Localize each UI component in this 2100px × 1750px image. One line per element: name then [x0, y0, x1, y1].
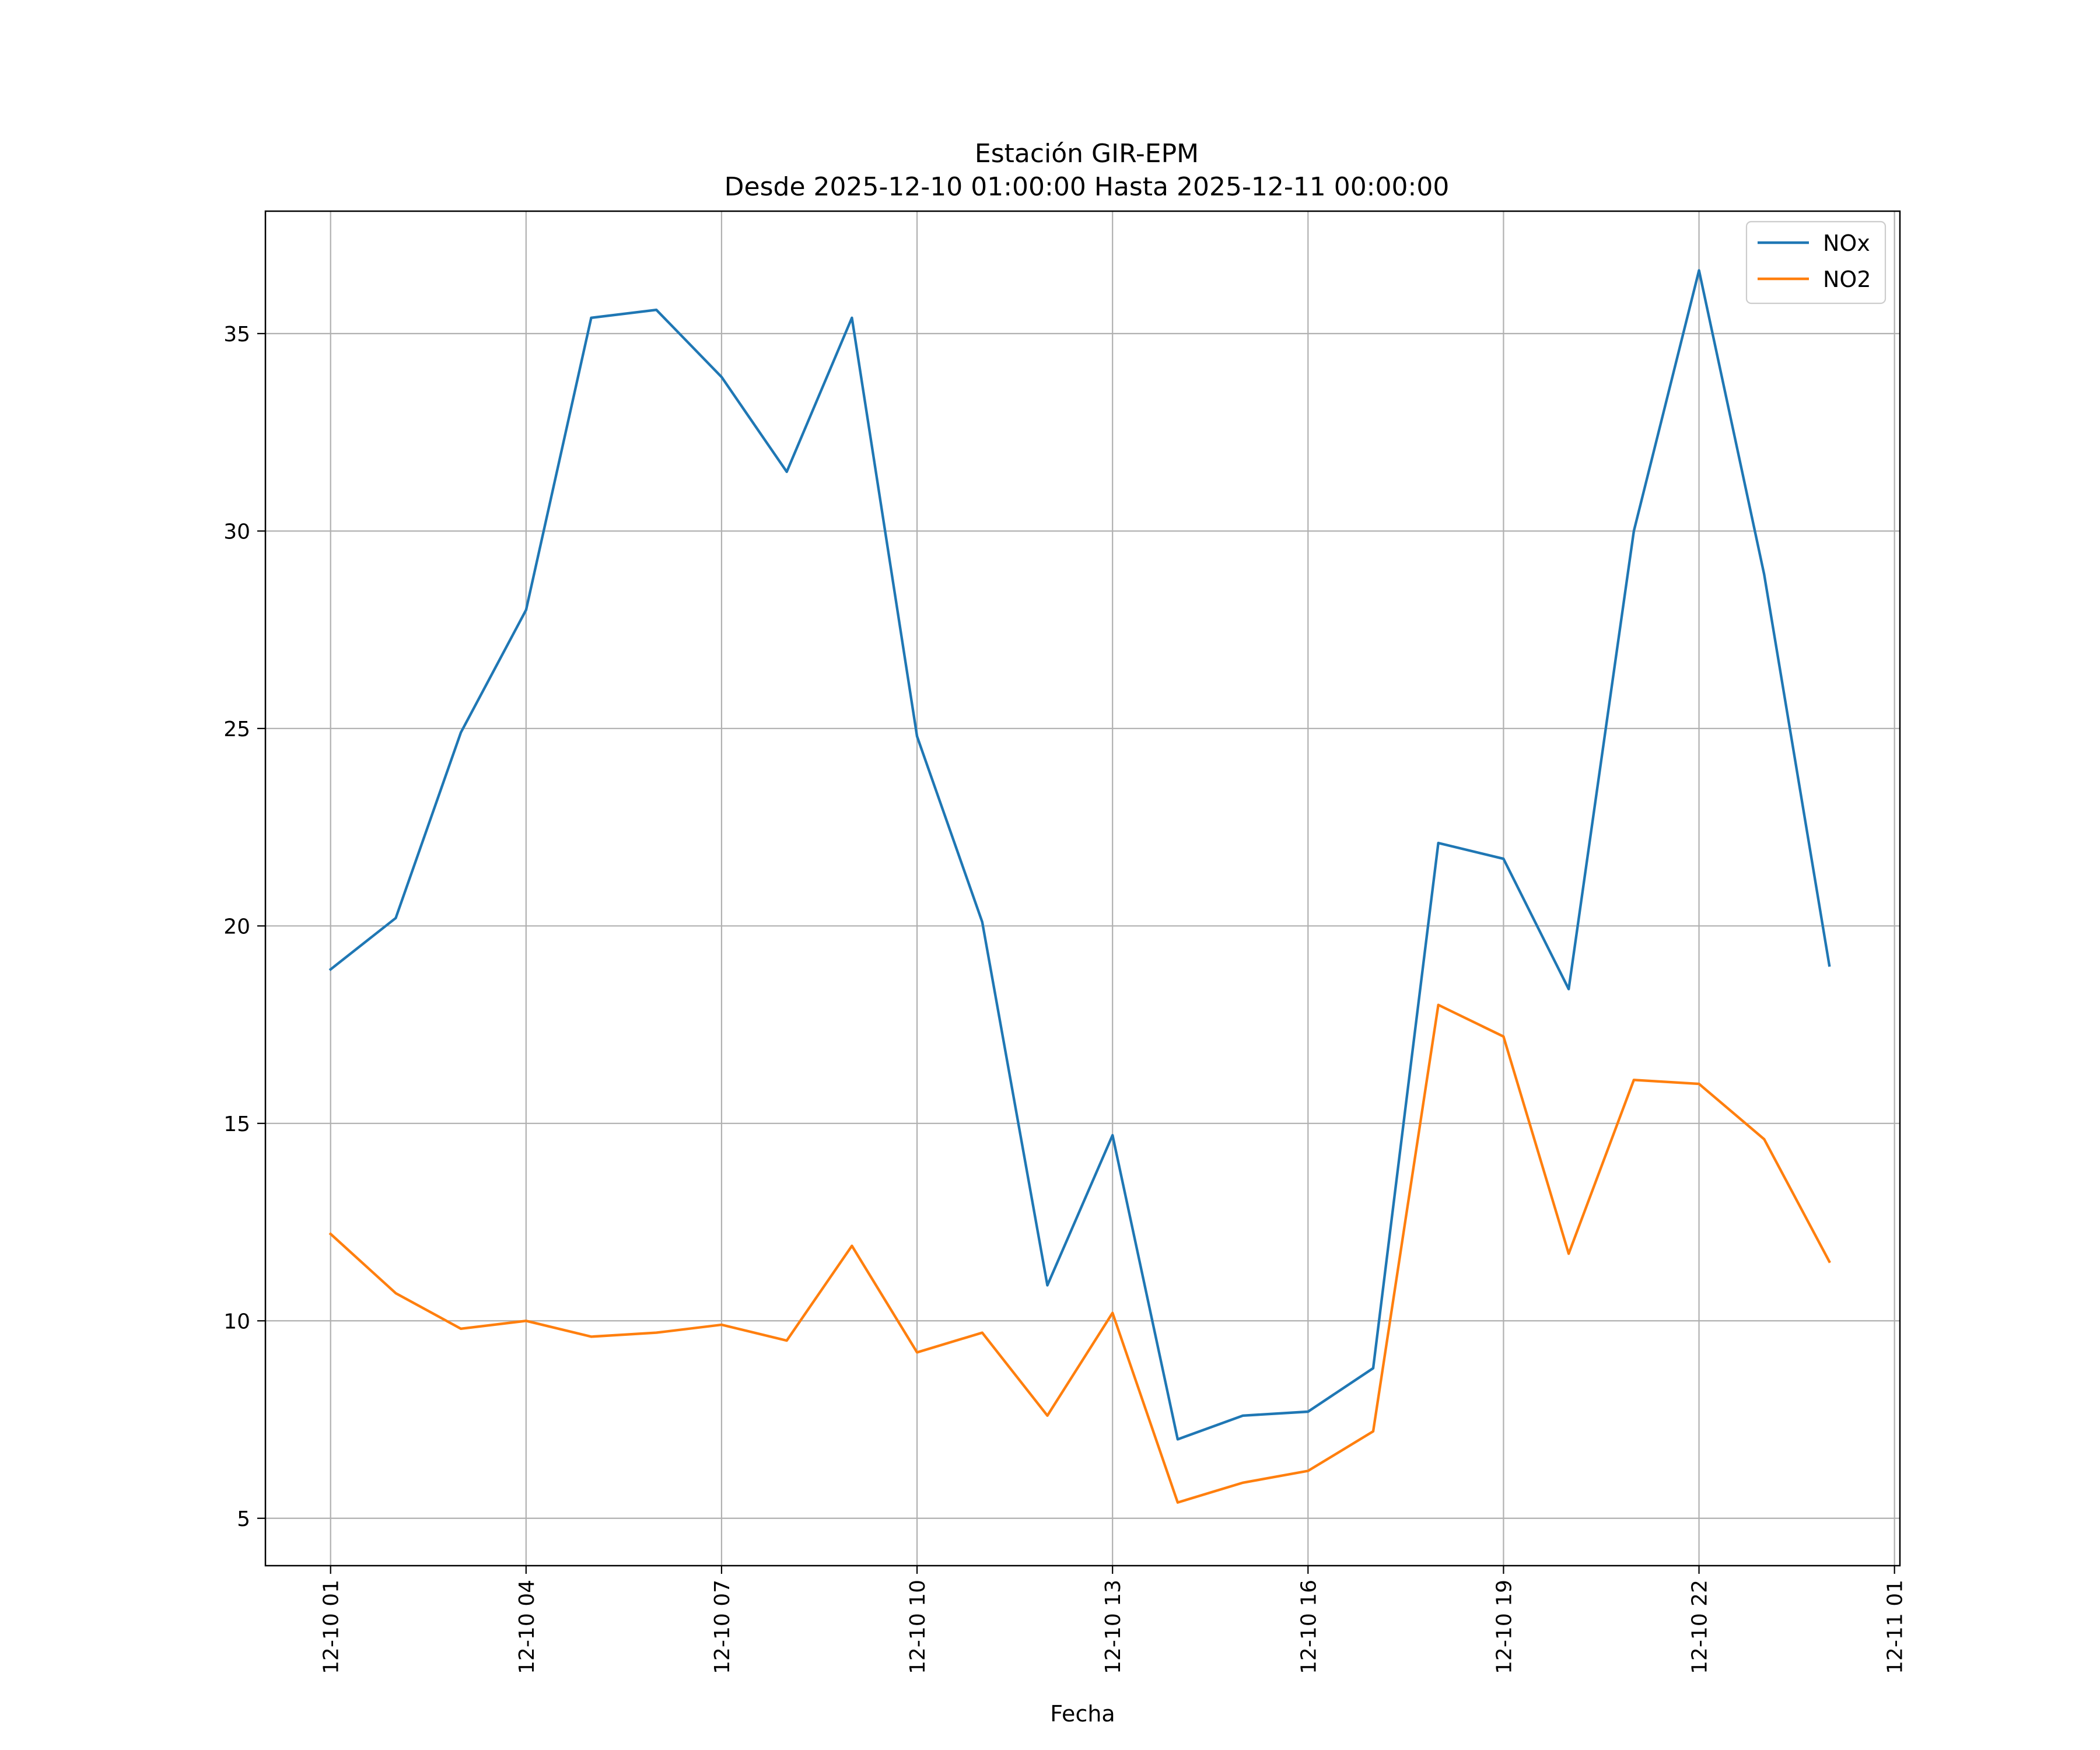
y-tick-label: 25	[223, 718, 250, 741]
legend: NOx NO2	[1745, 220, 1887, 304]
series-line-nox	[328, 269, 1831, 1441]
series-layer	[328, 269, 1831, 1504]
x-tick-label: 12-11 01	[1884, 1580, 1908, 1674]
x-tick-label: 12-10 01	[320, 1580, 344, 1674]
x-tick-label: 12-10 19	[1492, 1580, 1516, 1674]
plot-frame	[264, 210, 1901, 1567]
legend-label-no2: NO2	[1823, 267, 1871, 292]
x-tick-label: 12-10 04	[515, 1580, 539, 1674]
legend-label-nox: NOx	[1823, 230, 1870, 256]
y-tick-label: 5	[237, 1507, 250, 1531]
x-tick-label: 12-10 22	[1688, 1580, 1712, 1674]
x-tick-label: 12-10 07	[710, 1580, 734, 1674]
chart-subtitle: Desde 2025-12-10 01:00:00 Hasta 2025-12-…	[724, 172, 1450, 202]
x-tick-label: 12-10 10	[906, 1580, 930, 1674]
x-tick-label: 12-10 16	[1297, 1580, 1321, 1674]
y-tick-label: 10	[223, 1310, 250, 1334]
x-tick-label: 12-10 13	[1101, 1580, 1125, 1674]
series-line-no2	[328, 1003, 1831, 1504]
y-tick-label: 15	[223, 1112, 250, 1136]
y-tick-label: 20	[223, 915, 250, 939]
chart-title: Estación GIR-EPM	[975, 139, 1199, 169]
x-axis: 12-10 01 12-10 04 12-10 07 12-10 10 12-10 13…	[320, 1566, 1908, 1674]
y-axis: 5 10 15 20 25 30 35	[223, 323, 265, 1531]
grid	[265, 211, 1900, 1566]
y-tick-label: 35	[223, 323, 250, 346]
y-tick-label: 30	[223, 520, 250, 544]
x-axis-label: Fecha	[1050, 1701, 1115, 1727]
